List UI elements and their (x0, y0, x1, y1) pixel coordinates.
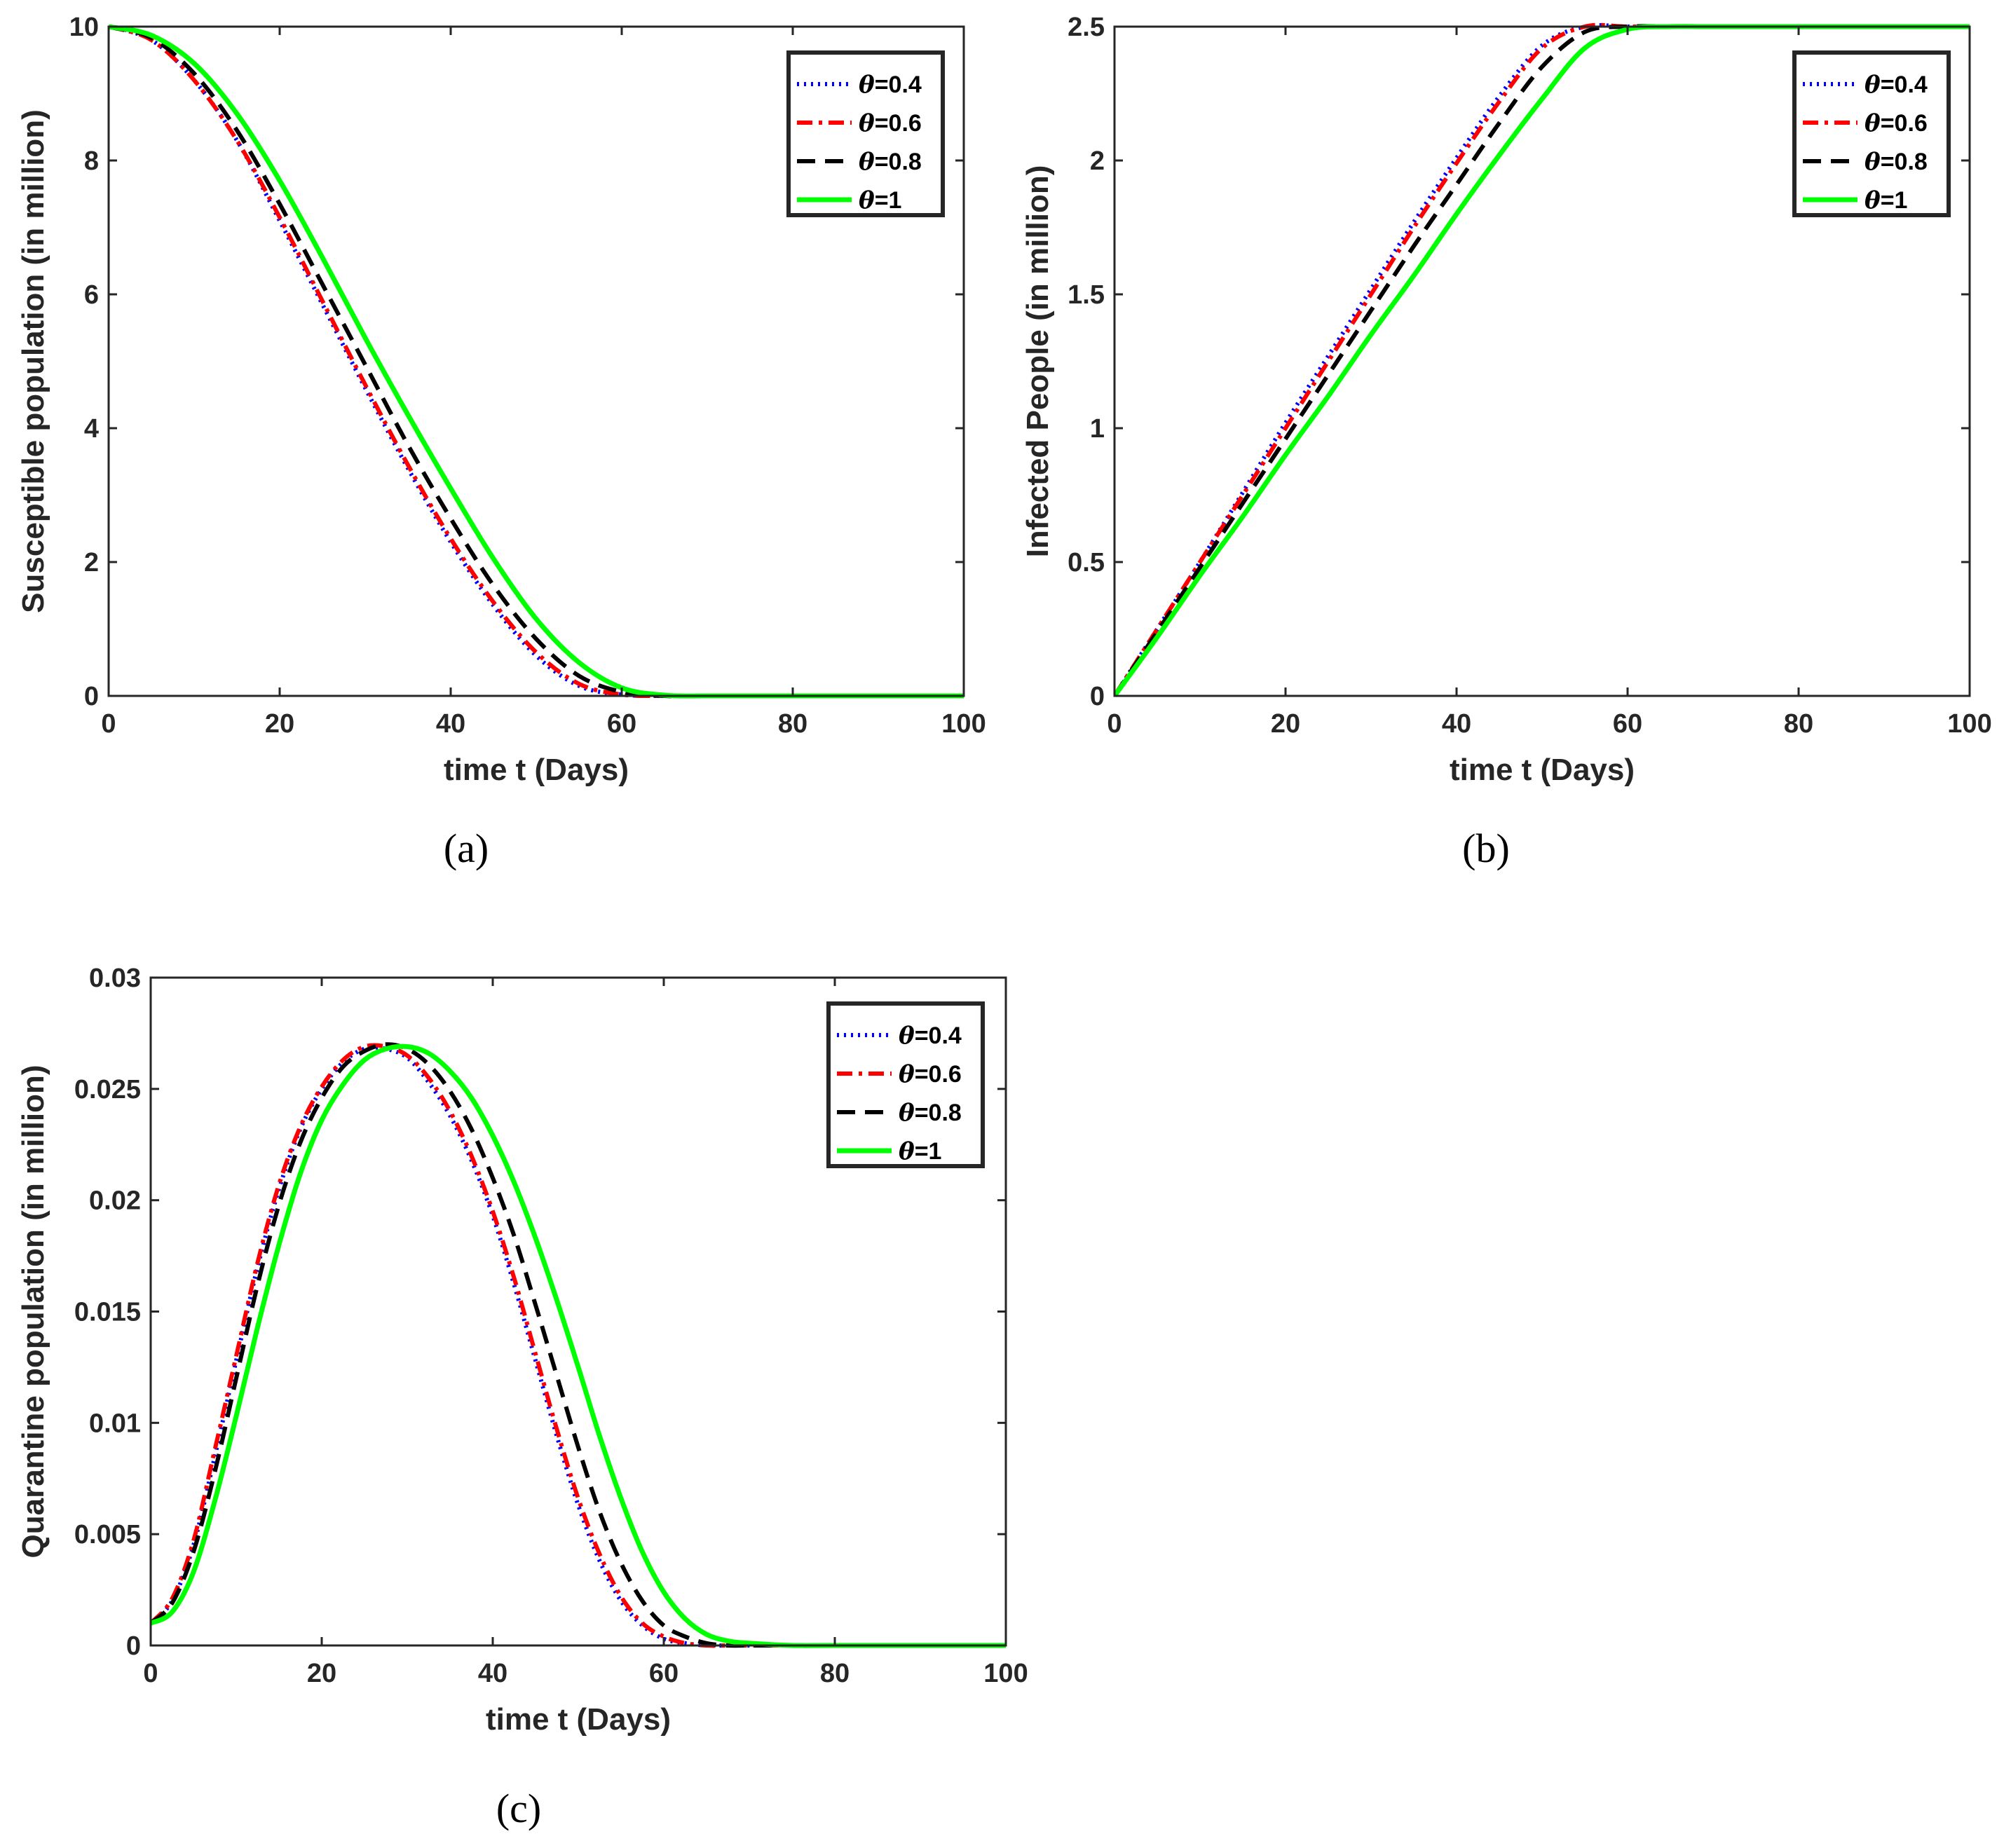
x-tick-label: 80 (820, 1659, 850, 1688)
legend-label: =0.6 (875, 110, 922, 137)
y-tick-label: 8 (84, 146, 99, 176)
legend-label: =1 (1881, 187, 1908, 214)
x-tick-label: 60 (649, 1659, 679, 1688)
subfigure-caption: (a) (444, 826, 489, 871)
x-tick-label: 0 (143, 1659, 158, 1688)
y-axis-label: Susceptible population (in million) (16, 109, 50, 613)
x-tick-label: 40 (436, 709, 465, 739)
theta-symbol: θ (859, 148, 875, 176)
theta-symbol: θ (859, 71, 875, 99)
y-tick-label: 0.03 (89, 964, 141, 993)
theta-symbol: θ (899, 1022, 915, 1050)
axes-box (1113, 25, 1971, 697)
y-tick-label: 2 (1090, 146, 1105, 176)
x-tick-label: 80 (1784, 709, 1813, 739)
x-axis-label: time t (Days) (486, 1702, 671, 1737)
y-tick-label: 0.5 (1068, 548, 1105, 577)
y-tick-label: 0.015 (74, 1298, 141, 1327)
y-tick-label: 1 (1090, 414, 1105, 444)
subfigure-caption: (b) (1462, 826, 1510, 871)
y-tick-label: 0.005 (74, 1520, 141, 1549)
y-axis-label: Quarantine population (in million) (16, 1065, 50, 1559)
chart-c: 0 20 40 60 80 100 0 0.005 0.01 0.015 0.02 0.025 0.03… (16, 964, 1028, 1831)
legend-entry: θ=0.6 (859, 109, 922, 137)
x-axis-label: time t (Days) (444, 753, 629, 787)
legend-label: =1 (875, 187, 902, 214)
axes-box (107, 25, 965, 697)
x-tick-label: 100 (941, 709, 986, 739)
legend-box (1792, 50, 1951, 217)
legend-entry: θ=0.4 (899, 1022, 962, 1050)
legend-label: =0.8 (1881, 149, 1928, 175)
legend-label: =0.4 (1881, 71, 1928, 98)
y-tick-label: 0 (1090, 682, 1105, 711)
series-line-c-3 (151, 1043, 1006, 1648)
y-tick-label: 0 (126, 1631, 141, 1661)
legend-label: =1 (915, 1138, 942, 1165)
theta-symbol: θ (859, 186, 875, 214)
theta-symbol: θ (899, 1099, 915, 1127)
x-tick-label: 20 (1271, 709, 1300, 739)
legend-entry: θ=1 (859, 186, 901, 214)
legend-box (826, 1001, 985, 1168)
legend-entry: θ=1 (899, 1137, 941, 1165)
legend-entry: θ=0.8 (859, 148, 922, 176)
x-tick-label: 80 (778, 709, 807, 739)
x-tick-label: 20 (265, 709, 294, 739)
legend-entry: θ=0.6 (1865, 109, 1928, 137)
y-tick-label: 0.02 (89, 1186, 141, 1216)
y-tick-label: 2.5 (1068, 13, 1105, 42)
y-tick-label: 4 (84, 414, 99, 444)
legend: θ=0.4θ=0.6θ=0.8θ=1 (826, 1001, 985, 1168)
x-axis-label: time t (Days) (1450, 753, 1635, 787)
y-tick-label: 10 (69, 13, 99, 42)
legend-entry: θ=1 (1865, 186, 1907, 214)
chart-a: 0 20 40 60 80 100 0 2 4 6 8 10 time t (Days) Suscepti… (16, 13, 986, 871)
x-tick-label: 100 (983, 1659, 1028, 1688)
legend-label: =0.4 (875, 71, 922, 98)
x-tick-label: 100 (1947, 709, 1991, 739)
y-tick-label: 0.01 (89, 1409, 141, 1438)
theta-symbol: θ (899, 1060, 915, 1088)
legend-entry: θ=0.8 (1865, 148, 1928, 176)
y-tick-label: 6 (84, 280, 99, 310)
chart-b: 0 20 40 60 80 100 0 0.5 1 1.5 2 2.5 time t (Days) Inf… (1021, 13, 1992, 871)
legend: θ=0.4θ=0.6θ=0.8θ=1 (1792, 50, 1951, 217)
legend-label: =0.6 (1881, 110, 1928, 137)
legend-entry: θ=0.6 (899, 1060, 962, 1088)
x-tick-label: 40 (1442, 709, 1471, 739)
y-tick-label: 1.5 (1068, 280, 1105, 310)
x-tick-label: 0 (101, 709, 116, 739)
legend-entry: θ=0.8 (899, 1099, 962, 1127)
theta-symbol: θ (1865, 71, 1881, 99)
x-tick-label: 60 (607, 709, 636, 739)
legend-entry: θ=0.4 (1865, 71, 1928, 99)
x-tick-label: 60 (1613, 709, 1642, 739)
legend-entry: θ=0.4 (859, 71, 922, 99)
legend-label: =0.8 (915, 1100, 962, 1126)
x-tick-label: 20 (307, 1659, 336, 1688)
y-tick-label: 0 (84, 682, 99, 711)
legend-label: =0.8 (875, 149, 922, 175)
theta-symbol: θ (1865, 109, 1881, 137)
series-line-c-2 (151, 1042, 1006, 1648)
theta-symbol: θ (1865, 186, 1881, 214)
legend-label: =0.4 (915, 1022, 962, 1049)
x-tick-label: 40 (478, 1659, 507, 1688)
y-tick-label: 2 (84, 548, 99, 577)
y-axis-label: Infected People (in million) (1021, 165, 1055, 558)
theta-symbol: θ (859, 109, 875, 137)
subfigure-caption: (c) (496, 1786, 541, 1831)
legend: θ=0.4θ=0.6θ=0.8θ=1 (786, 50, 945, 217)
y-tick-label: 0.025 (74, 1075, 141, 1104)
theta-symbol: θ (1865, 148, 1881, 176)
legend-box (786, 50, 945, 217)
legend-label: =0.6 (915, 1061, 962, 1088)
theta-symbol: θ (899, 1137, 915, 1165)
x-tick-label: 0 (1107, 709, 1122, 739)
